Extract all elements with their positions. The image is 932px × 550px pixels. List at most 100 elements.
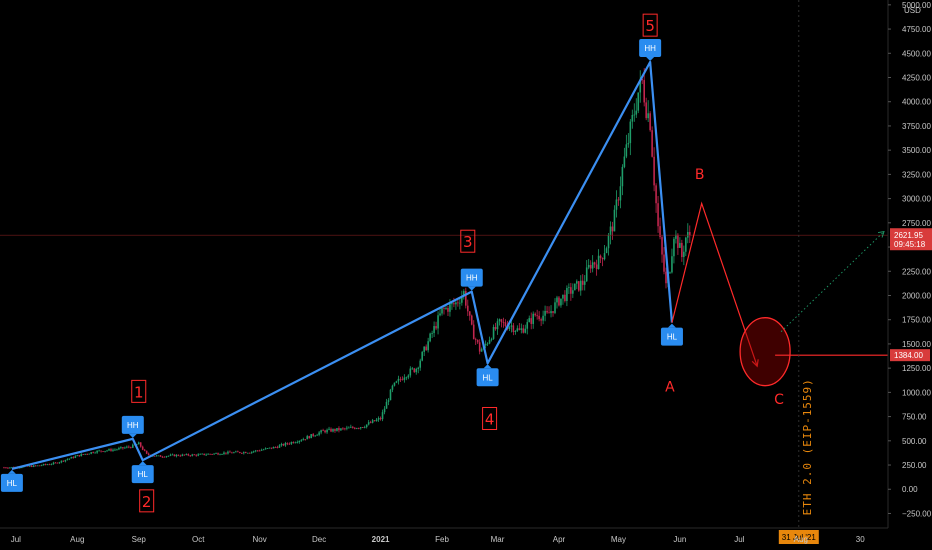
candle-body xyxy=(425,346,427,351)
candle-body xyxy=(260,449,263,451)
candle-body xyxy=(276,447,279,448)
candle-body xyxy=(435,326,437,329)
candle-body xyxy=(437,315,439,329)
candle-body xyxy=(128,446,130,448)
pivot-pointer xyxy=(483,364,492,369)
candle-body xyxy=(322,430,324,432)
pivot-marker-hl[interactable]: HL xyxy=(131,461,154,484)
candle-body xyxy=(669,272,671,274)
pivot-marker-hh[interactable]: HH xyxy=(639,39,662,62)
candle-body xyxy=(50,464,53,465)
candle-body xyxy=(70,457,73,459)
wave-number-text: 1 xyxy=(134,383,144,401)
candle-body xyxy=(431,333,433,334)
candle-body xyxy=(143,449,146,451)
candle-body xyxy=(74,456,77,458)
pivot-marker-hl[interactable]: HL xyxy=(476,364,499,387)
candle-body xyxy=(423,346,425,352)
candle-body xyxy=(411,368,414,370)
candle-body xyxy=(352,426,354,428)
candle-body xyxy=(403,377,406,380)
candle-body xyxy=(350,426,352,428)
pivot-marker-hh[interactable]: HH xyxy=(121,415,144,438)
candle-body xyxy=(201,453,203,455)
candle-body xyxy=(175,454,178,457)
candle-body xyxy=(102,451,104,453)
candle-body xyxy=(157,455,160,457)
x-tick-label: Jun xyxy=(673,535,686,544)
candle-body xyxy=(116,449,118,451)
pivot-pointer xyxy=(667,323,676,328)
candle-body xyxy=(536,315,538,317)
rebound-arrowhead xyxy=(877,230,885,238)
candle-body xyxy=(619,186,622,201)
pivot-label: HL xyxy=(138,470,149,479)
candle-body xyxy=(605,248,608,254)
candle-body xyxy=(64,459,67,462)
candle-body xyxy=(3,467,5,469)
candle-body xyxy=(568,287,570,288)
candle-body xyxy=(623,156,626,167)
pivot-pointer xyxy=(467,286,476,291)
candle-body xyxy=(330,428,332,432)
wave-number-text: 4 xyxy=(485,410,495,428)
pivot-label: HL xyxy=(7,479,18,488)
candle-body xyxy=(516,328,519,331)
candle-body xyxy=(183,454,186,456)
wave-letter-b: B xyxy=(695,167,705,183)
candle-body xyxy=(243,452,245,454)
candle-body xyxy=(221,454,223,455)
candle-body xyxy=(393,382,396,386)
candle-body xyxy=(254,450,257,452)
trend-lines-layer xyxy=(0,60,888,470)
pivot-marker-hl[interactable]: HL xyxy=(660,323,683,346)
candle-body xyxy=(587,264,590,268)
candle-body xyxy=(344,428,346,430)
candle-body xyxy=(246,452,249,454)
candle-body xyxy=(90,452,92,454)
x-axis[interactable]: Jul Aug Sep Oct Nov Dec 2021 Feb Mar Apr May Jun Jul… xyxy=(0,527,888,544)
candle-body xyxy=(34,465,37,467)
candle-body xyxy=(375,419,378,422)
candle-body xyxy=(173,454,176,457)
pivot-marker-hh[interactable]: HH xyxy=(460,268,483,291)
pivot-label: HH xyxy=(466,274,478,283)
pivot-box xyxy=(660,327,683,346)
pivot-marker-hl[interactable]: HL xyxy=(0,469,23,492)
candle-body xyxy=(659,226,661,238)
candle-body xyxy=(510,325,513,327)
target-zone-circle[interactable] xyxy=(739,317,791,387)
candle-body xyxy=(137,442,140,445)
candle-body xyxy=(484,344,487,346)
candle-body xyxy=(361,427,364,428)
candle-body xyxy=(488,339,491,344)
candle-body xyxy=(26,465,29,467)
candle-body xyxy=(363,427,366,428)
candle-body xyxy=(377,418,380,420)
candle-body xyxy=(86,453,89,455)
projection-path[interactable] xyxy=(671,201,758,367)
candle-body xyxy=(387,400,390,402)
candle-body xyxy=(100,450,102,452)
candle-body xyxy=(189,455,192,457)
trend-line[interactable] xyxy=(11,60,674,470)
candle-body xyxy=(46,464,49,466)
wave-number-box xyxy=(139,489,155,513)
candle-body xyxy=(209,453,211,455)
candle-body xyxy=(5,467,7,469)
wave-number-4: 4 xyxy=(482,406,498,430)
candle-body xyxy=(558,297,560,306)
candle-body xyxy=(655,185,657,204)
candle-body xyxy=(544,310,546,316)
candle-body xyxy=(110,449,112,451)
candle-body xyxy=(665,271,667,284)
candle-body xyxy=(641,78,644,81)
candle-body xyxy=(195,454,198,456)
candle-body xyxy=(441,308,443,314)
candle-body xyxy=(595,264,598,270)
candle-body xyxy=(159,455,162,457)
candle-body xyxy=(577,281,580,291)
candle-body xyxy=(524,328,527,333)
